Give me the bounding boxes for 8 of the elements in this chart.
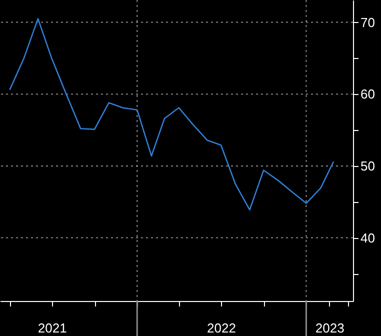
line-series	[9, 18, 334, 210]
y-tick-label: 60	[360, 86, 375, 102]
y-tick-label: 70	[360, 14, 375, 30]
y-tick-label: 40	[360, 230, 375, 246]
x-tick-label: 2022	[207, 320, 236, 336]
y-tick-label: 50	[360, 158, 375, 174]
x-tick-label: 2023	[315, 320, 344, 336]
x-tick-label: 2021	[38, 320, 67, 336]
